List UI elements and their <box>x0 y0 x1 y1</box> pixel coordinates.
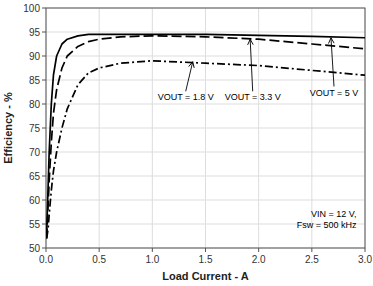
tick <box>365 248 366 252</box>
y-axis-label: Efficiency - % <box>2 92 14 164</box>
tick <box>42 176 46 177</box>
tick-label: 100 <box>23 3 40 14</box>
annotation-line: Fsw = 500 kHz <box>297 220 357 230</box>
annotation: VOUT = 1.8 V <box>158 92 214 102</box>
tick-label: 1.5 <box>199 254 213 265</box>
tick-label: 65 <box>29 171 41 182</box>
grid-line <box>46 32 365 33</box>
series-line <box>47 36 365 239</box>
tick-label: 1.0 <box>145 254 159 265</box>
annotation-arrow <box>331 38 334 87</box>
tick <box>311 248 312 252</box>
tick-label: 2.0 <box>252 254 266 265</box>
tick <box>42 32 46 33</box>
plot-frame <box>46 8 365 248</box>
grid-line <box>46 176 365 177</box>
tick-label: 3.0 <box>358 254 372 265</box>
tick <box>205 248 206 252</box>
tick <box>42 104 46 105</box>
annotation-arrow <box>186 62 193 92</box>
annotation-line: VOUT = 5 V <box>310 88 359 98</box>
annotation: VOUT = 3.3 V <box>225 92 281 102</box>
tick-label: 75 <box>29 123 41 134</box>
annotation-line: VOUT = 3.3 V <box>225 92 281 102</box>
tick <box>258 248 259 252</box>
annotation-arrow <box>250 39 253 91</box>
tick-label: 0.5 <box>92 254 106 265</box>
axes: 0.0 0.5 1.0 1.5 2.0 2.5 3.0 50 55 60 65 70 75 80 85 90 9… <box>23 3 372 266</box>
grid-line <box>46 200 365 201</box>
tick <box>42 56 46 57</box>
tick-label: 55 <box>29 219 41 230</box>
tick <box>42 248 46 249</box>
series-line <box>47 61 365 239</box>
tick-label: 85 <box>29 75 41 86</box>
grid-line <box>46 104 365 105</box>
tick-label: 2.5 <box>305 254 319 265</box>
tick-label: 0.0 <box>39 254 53 265</box>
tick <box>42 80 46 81</box>
annotation-line: VIN = 12 V, <box>311 209 356 219</box>
tick <box>152 248 153 252</box>
annotations: VOUT = 1.8 V VOUT = 3.3 V VOUT = 5 V VIN = … <box>158 38 359 230</box>
tick-label: 90 <box>29 51 41 62</box>
tick-label: 95 <box>29 27 41 38</box>
grid-line <box>46 152 365 153</box>
tick <box>42 200 46 201</box>
chart: 0.0 0.5 1.0 1.5 2.0 2.5 3.0 50 55 60 65 70 75 80 85 90 9… <box>0 0 373 286</box>
lines <box>47 34 365 238</box>
grid <box>46 8 365 248</box>
series-line <box>47 34 365 238</box>
tick <box>42 152 46 153</box>
grid-line <box>46 80 365 81</box>
tick-label: 50 <box>29 243 41 254</box>
x-axis-label: Load Current - A <box>162 270 248 282</box>
tick-label: 60 <box>29 195 41 206</box>
grid-line <box>46 56 365 57</box>
tick-label: 70 <box>29 147 41 158</box>
grid-line <box>46 128 365 129</box>
tick-label: 80 <box>29 99 41 110</box>
annotation-line: VOUT = 1.8 V <box>158 92 214 102</box>
annotation: VIN = 12 V,Fsw = 500 kHz <box>297 209 357 230</box>
tick <box>42 8 46 9</box>
tick <box>46 248 47 252</box>
annotation: VOUT = 5 V <box>310 88 359 98</box>
tick <box>99 248 100 252</box>
tick <box>42 128 46 129</box>
tick <box>42 224 46 225</box>
